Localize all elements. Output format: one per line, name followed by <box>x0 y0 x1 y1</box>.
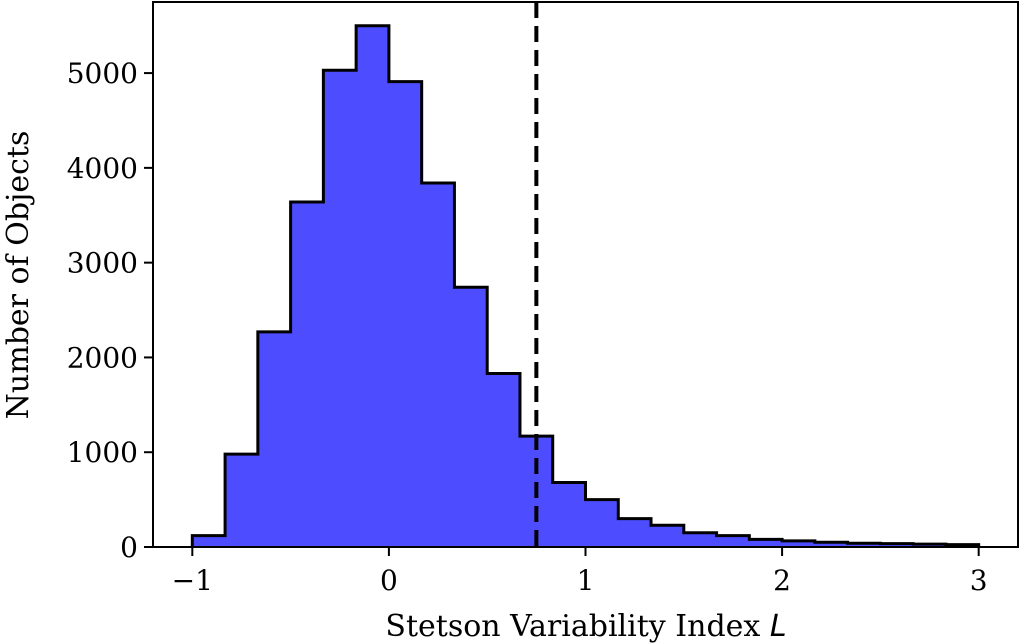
histogram-bar <box>847 543 881 547</box>
histogram-bar <box>552 482 587 547</box>
y-tick-label: 2000 <box>67 341 138 374</box>
histogram-bars <box>192 25 980 548</box>
histogram-bar <box>716 535 750 547</box>
histogram-bar <box>290 201 324 547</box>
histogram-bar <box>487 373 521 547</box>
x-axis-label-text: Stetson Variability Index <box>385 609 769 644</box>
histogram-bar <box>323 70 357 548</box>
y-axis-label: Number of Objects <box>1 131 36 420</box>
y-tick-label: 3000 <box>67 247 138 280</box>
y-tick-label: 5000 <box>67 57 138 90</box>
y-axis-ticks: 0 1000 2000 3000 4000 5000 <box>67 57 153 564</box>
histogram-bar <box>651 525 685 547</box>
histogram-bar <box>814 542 849 547</box>
histogram-bar <box>257 331 292 547</box>
x-axis-label-symbol: L <box>770 609 787 644</box>
histogram-bar <box>880 543 914 547</box>
histogram-bar <box>421 183 456 547</box>
histogram-bar <box>683 532 718 547</box>
histogram-bar <box>618 518 652 547</box>
histogram-outline <box>190 24 981 547</box>
histogram-bar <box>388 81 423 547</box>
x-tick-label: 3 <box>970 564 988 597</box>
y-tick-label: 0 <box>120 531 138 564</box>
histogram-bar <box>749 539 783 547</box>
x-axis-ticks: −1 0 1 2 3 <box>172 547 988 597</box>
y-tick-label: 4000 <box>67 152 138 185</box>
y-tick-label: 1000 <box>67 436 138 469</box>
histogram-bar <box>356 25 390 547</box>
x-tick-label: 2 <box>773 564 791 597</box>
x-axis-label: Stetson Variability Index L <box>385 609 786 644</box>
histogram-bar <box>782 540 816 547</box>
histogram-bar <box>225 454 259 547</box>
x-tick-label: 0 <box>380 564 398 597</box>
histogram-bar <box>585 499 619 547</box>
histogram-bar <box>192 535 226 547</box>
x-tick-label: 1 <box>577 564 595 597</box>
histogram-bar <box>454 287 488 547</box>
x-tick-label: −1 <box>172 564 213 597</box>
